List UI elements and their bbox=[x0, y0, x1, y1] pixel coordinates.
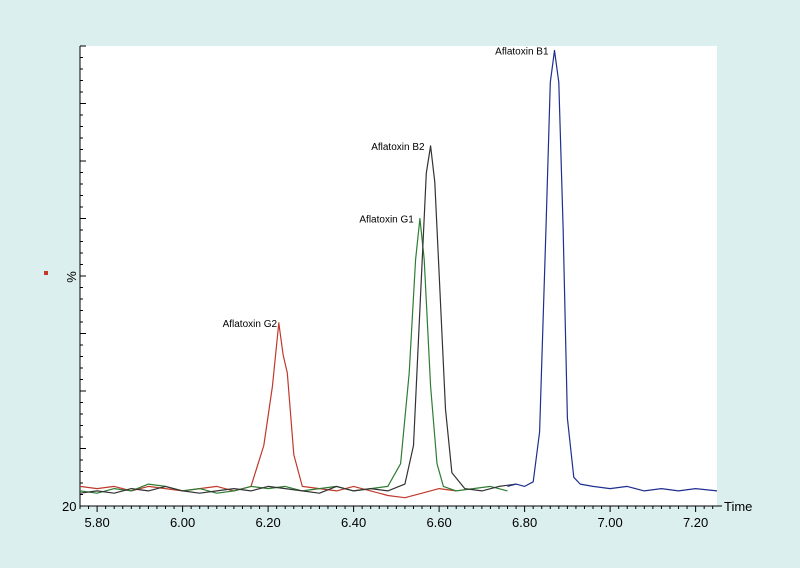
x-tick-label: 5.80 bbox=[84, 515, 109, 530]
plot-area bbox=[80, 46, 717, 506]
series-line-1 bbox=[79, 322, 457, 499]
peak-label: Aflatoxin G2 bbox=[223, 319, 278, 330]
legend-marker-square bbox=[44, 271, 48, 275]
y-axis-min-label: 20 bbox=[62, 499, 76, 514]
series-line-3 bbox=[79, 145, 517, 494]
x-tick-label: 6.40 bbox=[341, 515, 366, 530]
series-line-4 bbox=[507, 49, 718, 492]
x-axis-ticks: 5.80 6.00 6.20 6.40 6.60 6.80 7.00 7.20 bbox=[79, 506, 714, 530]
x-tick-label: 7.20 bbox=[683, 515, 708, 530]
x-tick-label: 6.20 bbox=[255, 515, 280, 530]
x-axis-label: Time bbox=[724, 499, 752, 514]
series-group bbox=[79, 49, 718, 499]
x-tick-label: 6.80 bbox=[512, 515, 537, 530]
peak-label: Aflatoxin B1 bbox=[495, 47, 549, 58]
y-axis-ticks bbox=[80, 45, 86, 507]
peak-annotations: Aflatoxin G2 Aflatoxin G1 Aflatoxin B2 Afla… bbox=[223, 47, 549, 330]
x-tick-label: 7.00 bbox=[597, 515, 622, 530]
x-tick-label: 6.60 bbox=[426, 515, 451, 530]
y-axis-label: % bbox=[64, 271, 79, 283]
peak-label: Aflatoxin B2 bbox=[371, 142, 425, 153]
x-tick-label: 6.00 bbox=[170, 515, 195, 530]
peak-label: Aflatoxin G1 bbox=[359, 215, 414, 226]
